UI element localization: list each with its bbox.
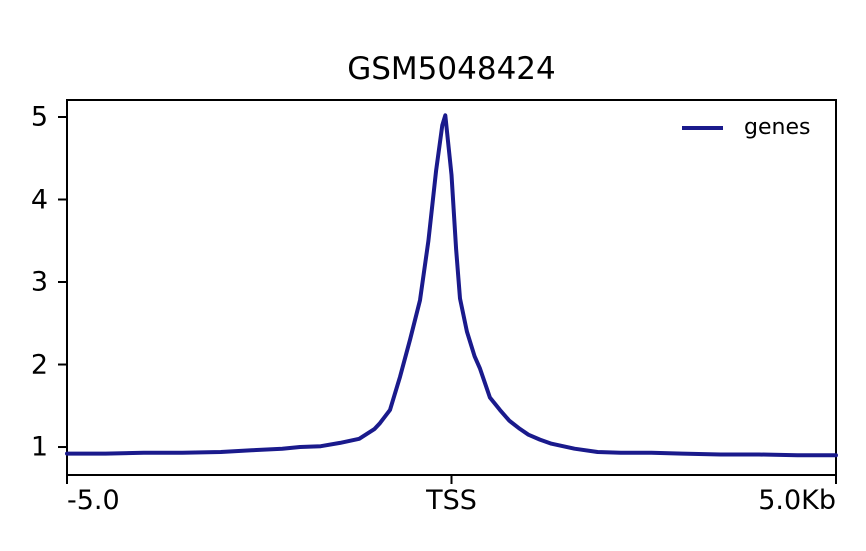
x-tick-label-0: -5.0 — [67, 485, 120, 516]
y-tick-label-1: 2 — [30, 349, 48, 381]
legend: genes — [682, 114, 810, 142]
y-tick-label-4: 5 — [30, 101, 48, 133]
legend-line-swatch — [682, 126, 723, 130]
chart-title: GSM5048424 — [347, 51, 556, 87]
x-tick-label-1: TSS — [426, 485, 477, 516]
y-tick-label-0: 1 — [30, 431, 48, 463]
legend-label: genes — [744, 115, 811, 140]
y-tick-label-3: 4 — [30, 184, 48, 215]
x-tick-label-2: 5.0Kb — [758, 485, 836, 516]
y-tick-label-2: 3 — [30, 266, 48, 298]
series-line-genes — [65, 113, 838, 458]
